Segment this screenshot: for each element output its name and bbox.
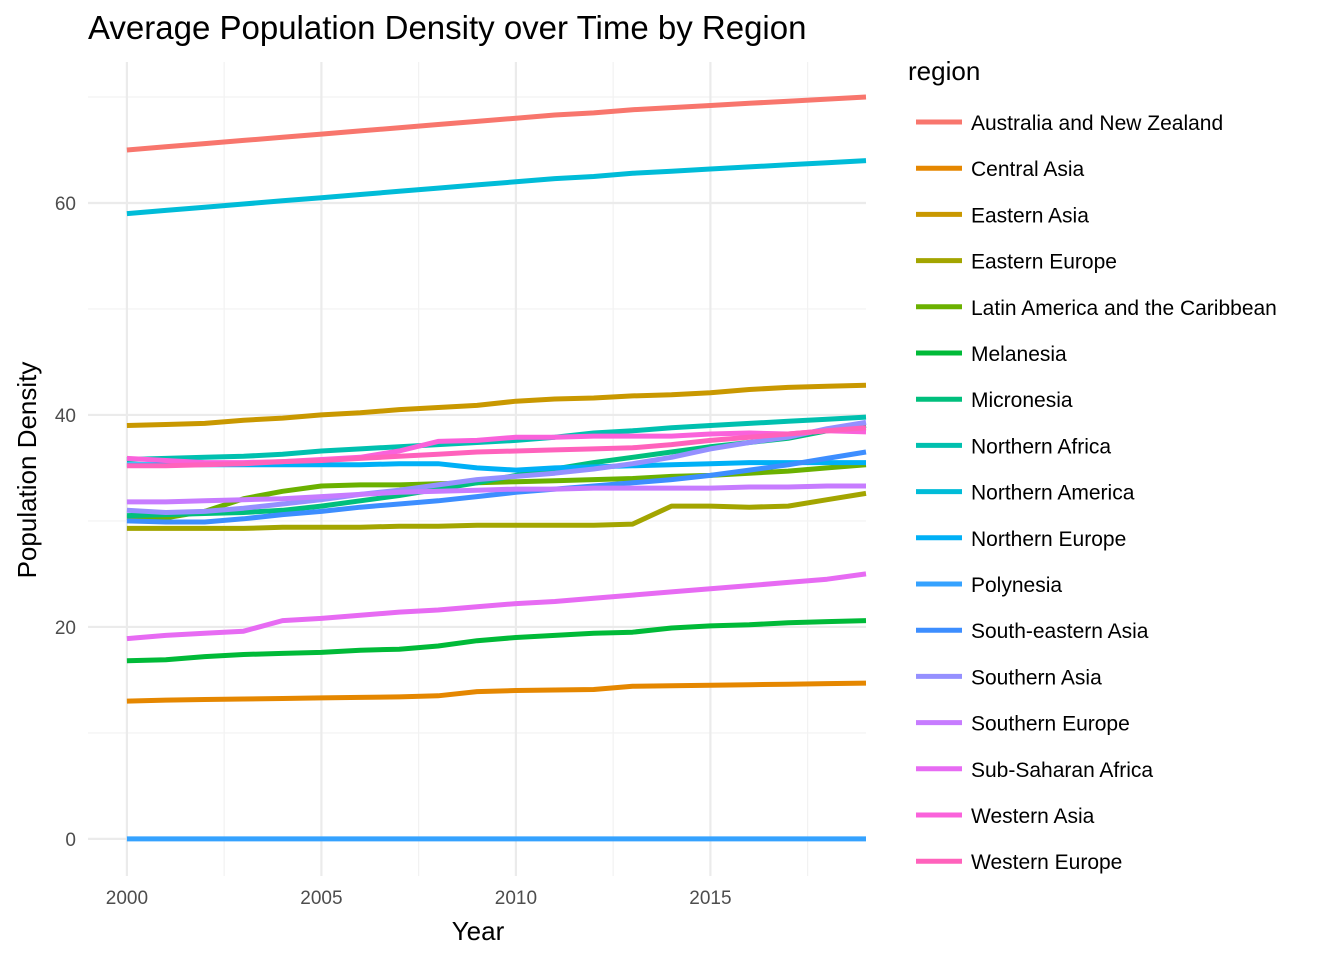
x-axis-ticks: 2000 2005 2010 2015 (106, 888, 732, 909)
legend-title: region (908, 56, 980, 86)
legend-label-australia-and-new-zealand: Australia and New Zealand (971, 112, 1223, 135)
series-line-eastern-europe (126, 490, 867, 531)
y-tick-label: 60 (55, 194, 76, 215)
x-tick-label: 2015 (689, 888, 731, 909)
legend-label-eastern-asia: Eastern Asia (971, 204, 1089, 227)
series-line-sub-saharan-africa (126, 571, 867, 642)
legend-label-central-asia: Central Asia (971, 158, 1085, 181)
legend-label-southern-europe: Southern Europe (971, 713, 1130, 736)
series-line-western-europe (126, 425, 867, 469)
legend-label-western-europe: Western Europe (971, 851, 1122, 874)
series-line-australia-and-new-zealand (126, 94, 867, 153)
x-tick-label: 2000 (106, 888, 148, 909)
series-line-southern-europe (126, 483, 866, 505)
legend-label-sub-saharan-africa: Sub-Saharan Africa (971, 759, 1153, 782)
series-layer (126, 94, 867, 842)
legend-label-northern-africa: Northern Africa (971, 435, 1111, 458)
legend: Australia and New Zealand Central Asia Eas… (916, 112, 1277, 874)
legend-label-southern-asia: Southern Asia (971, 666, 1102, 689)
x-tick-label: 2010 (495, 888, 537, 909)
series-line-central-asia (126, 680, 867, 704)
legend-label-polynesia: Polynesia (971, 574, 1062, 597)
legend-label-eastern-europe: Eastern Europe (971, 251, 1117, 274)
y-tick-label: 0 (65, 830, 76, 851)
legend-label-south-eastern-asia: South-eastern Asia (971, 620, 1149, 643)
y-tick-label: 20 (55, 618, 76, 639)
legend-label-western-asia: Western Asia (971, 805, 1095, 828)
legend-label-northern-europe: Northern Europe (971, 528, 1126, 551)
y-axis-ticks: 0 20 40 60 (55, 194, 76, 851)
x-tick-label: 2005 (300, 888, 342, 909)
chart-title: Average Population Density over Time by … (88, 9, 806, 46)
y-axis-title: Population Density (12, 362, 42, 579)
legend-label-micronesia: Micronesia (971, 389, 1073, 412)
series-line-northern-africa (126, 414, 867, 462)
series-line-south-eastern-asia (126, 449, 867, 525)
legend-label-melanesia: Melanesia (971, 343, 1067, 366)
series-line-southern-asia (126, 419, 867, 515)
legend-label-northern-america: Northern America (971, 482, 1135, 505)
legend-label-latin-america-and-the-caribbean: Latin America and the Caribbean (971, 297, 1277, 320)
y-tick-label: 40 (55, 406, 76, 427)
x-axis-title: Year (452, 916, 505, 946)
series-line-melanesia (126, 618, 867, 664)
series-line-eastern-asia (126, 382, 867, 428)
series-line-northern-america (126, 158, 867, 217)
